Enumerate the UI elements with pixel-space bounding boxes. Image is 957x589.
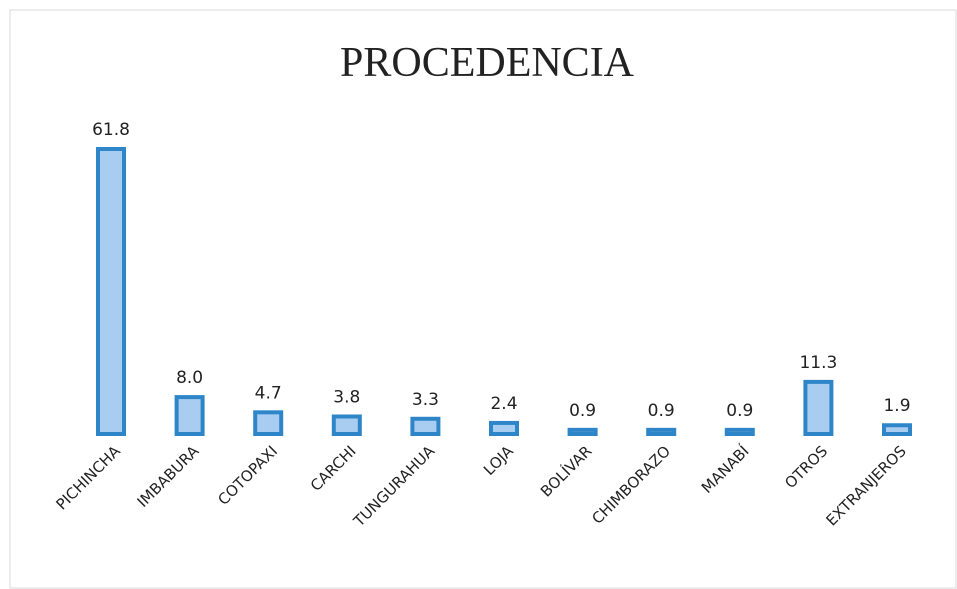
bar <box>803 379 834 436</box>
data-label: 1.9 <box>883 396 910 416</box>
bar <box>410 416 441 437</box>
bar <box>646 427 677 437</box>
bar <box>567 427 598 437</box>
bar <box>331 414 362 437</box>
data-label: 0.9 <box>569 401 596 421</box>
bar <box>882 423 912 436</box>
data-label: 4.7 <box>255 383 282 403</box>
bar <box>96 147 126 436</box>
data-label: 11.3 <box>799 353 837 373</box>
bar <box>724 427 755 437</box>
bar <box>489 420 519 436</box>
data-label: 3.3 <box>412 390 439 410</box>
bar <box>253 410 284 437</box>
data-label: 3.8 <box>333 387 360 407</box>
data-label: 61.8 <box>92 120 130 140</box>
data-label: 0.9 <box>648 401 675 421</box>
bar <box>174 395 205 436</box>
data-label: 0.9 <box>726 401 753 421</box>
chart-frame <box>9 9 957 589</box>
data-label: 8.0 <box>176 368 203 388</box>
chart-title: PROCEDENCIA <box>340 40 635 86</box>
data-label: 2.4 <box>490 394 517 414</box>
